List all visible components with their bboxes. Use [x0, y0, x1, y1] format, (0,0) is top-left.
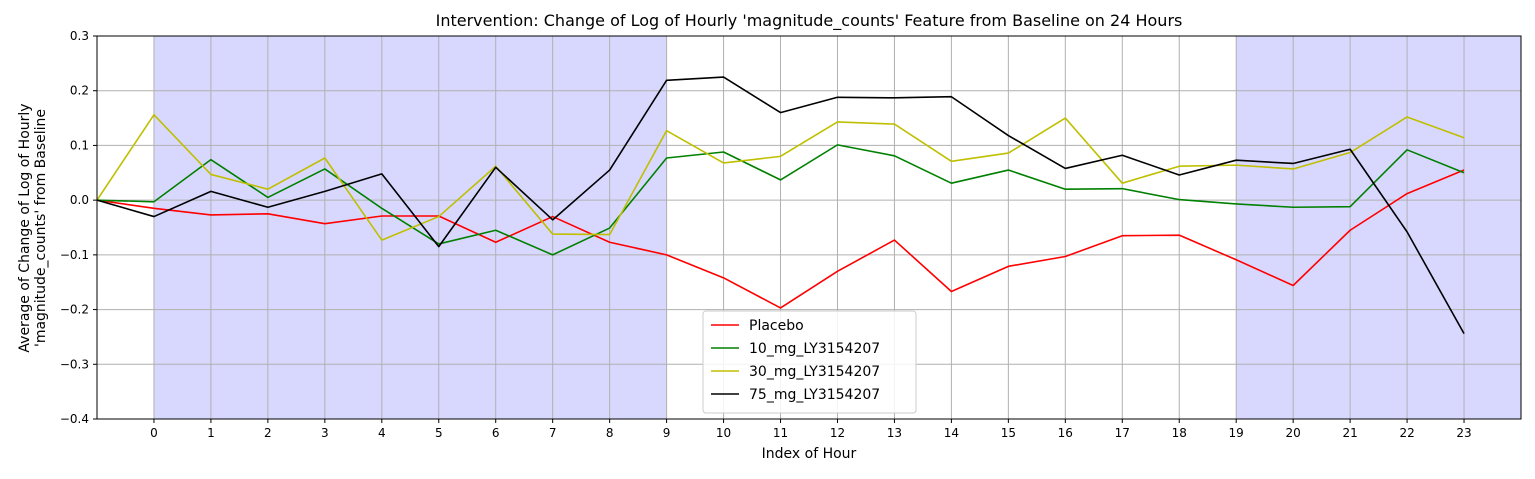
y-tick-label: −0.4 — [60, 412, 89, 426]
legend-label: 10_mg_LY3154207 — [749, 341, 880, 357]
legend-label: 75_mg_LY3154207 — [749, 387, 880, 403]
x-tick-label: 8 — [606, 426, 614, 440]
series-line-placebo — [96, 169, 1465, 309]
series-lines — [96, 76, 1465, 335]
y-tick-label: 0.2 — [70, 84, 89, 98]
x-tick-label: 5 — [435, 426, 443, 440]
x-tick-label: 13 — [887, 426, 902, 440]
y-axis-label-line1: Average of Change of Log of Hourly — [17, 103, 33, 352]
x-tick-label: 11 — [773, 426, 788, 440]
x-tick-label: 3 — [321, 426, 329, 440]
y-tick-label: 0.3 — [70, 29, 89, 43]
series-line-75-mg-ly3154207 — [96, 76, 1465, 335]
chart-title: Intervention: Change of Log of Hourly 'm… — [436, 11, 1183, 31]
x-tick-label: 17 — [1115, 426, 1130, 440]
y-axis-ticks: −0.4 −0.3 −0.2 −0.1 0.0 0.1 0.2 0.3 — [60, 29, 97, 426]
x-tick-label: 1 — [207, 426, 215, 440]
x-tick-label: 2 — [264, 426, 272, 440]
x-axis-ticks: 0 1 2 3 4 5 6 7 8 9 10 11 12 13 14 15 16 17 18 19 20 21 22 23 — [150, 419, 1472, 440]
x-tick-label: 23 — [1456, 426, 1471, 440]
y-tick-label: −0.1 — [60, 248, 89, 262]
legend-label: Placebo — [749, 318, 804, 334]
series-line-30-mg-ly3154207 — [96, 113, 1465, 241]
y-tick-label: −0.3 — [60, 357, 89, 371]
x-tick-label: 22 — [1399, 426, 1414, 440]
legend-label: 30_mg_LY3154207 — [749, 364, 880, 380]
axes-frame — [96, 35, 1522, 420]
x-tick-label: 12 — [830, 426, 845, 440]
legend: Placebo 10_mg_LY3154207 30_mg_LY3154207 75_… — [702, 310, 917, 414]
legend-box — [702, 310, 917, 414]
y-tick-label: −0.2 — [60, 303, 89, 317]
y-axis-label-line2: 'magnitude_counts' from Baseline — [33, 109, 49, 347]
x-tick-label: 14 — [944, 426, 959, 440]
x-tick-label: 15 — [1001, 426, 1016, 440]
y-tick-label: 0.1 — [70, 138, 89, 152]
shaded-region-2 — [1236, 36, 1521, 419]
y-tick-label: 0.0 — [70, 193, 89, 207]
series-line-10-mg-ly3154207 — [96, 144, 1465, 256]
x-tick-label: 16 — [1058, 426, 1073, 440]
plot-frame — [96, 35, 1522, 420]
x-tick-label: 0 — [150, 426, 158, 440]
x-tick-label: 19 — [1229, 426, 1244, 440]
x-tick-label: 4 — [378, 426, 386, 440]
x-tick-label: 6 — [492, 426, 500, 440]
x-tick-label: 20 — [1286, 426, 1301, 440]
plot-background — [153, 36, 1521, 419]
x-tick-label: 10 — [716, 426, 731, 440]
x-tick-label: 18 — [1172, 426, 1187, 440]
x-tick-label: 21 — [1342, 426, 1357, 440]
x-tick-label: 7 — [549, 426, 557, 440]
x-tick-label: 9 — [663, 426, 671, 440]
x-axis-label: Index of Hour — [762, 446, 857, 462]
